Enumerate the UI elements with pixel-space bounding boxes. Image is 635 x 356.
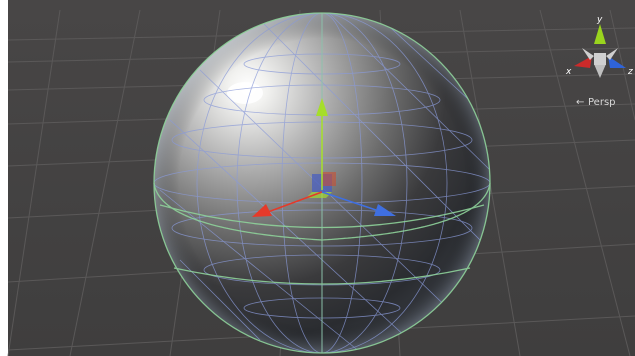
move-y-arrow[interactable] xyxy=(316,98,328,116)
move-x-axis-line[interactable] xyxy=(267,191,323,213)
orientation-gizmo[interactable]: y x z xyxy=(565,15,633,78)
move-tool-gizmo[interactable] xyxy=(252,98,396,217)
arrow-left-icon: ← xyxy=(576,97,584,108)
gizmo-y-label: y xyxy=(596,15,603,25)
projection-toggle[interactable]: ← Persp xyxy=(576,97,616,108)
gizmo-x-label: x xyxy=(565,67,572,77)
move-z-arrow[interactable] xyxy=(374,204,396,216)
move-z-axis-line[interactable] xyxy=(321,191,377,211)
gizmo-y-cone[interactable] xyxy=(594,24,606,44)
gizmo-x-cone[interactable] xyxy=(574,56,592,68)
gizmo-center-cube[interactable] xyxy=(594,53,606,65)
gizmo-z-cone[interactable] xyxy=(608,56,626,68)
projection-label: Persp xyxy=(588,97,616,108)
gizmo-z-label: z xyxy=(627,67,633,77)
move-x-arrow[interactable] xyxy=(252,204,272,217)
